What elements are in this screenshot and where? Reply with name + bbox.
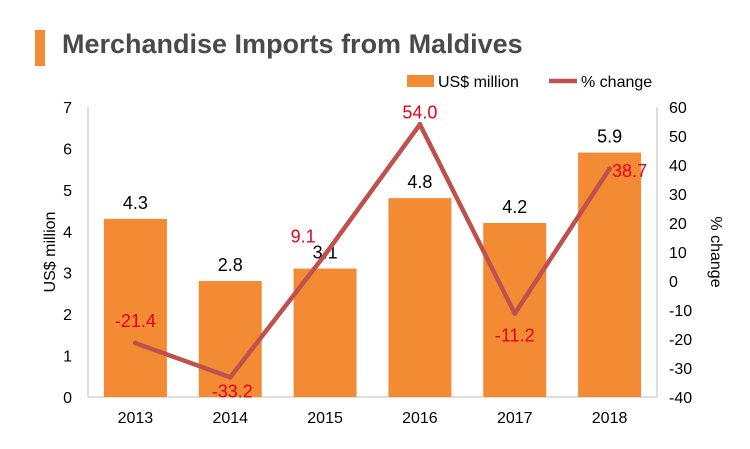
bar xyxy=(388,198,452,397)
x-tick-label: 2013 xyxy=(118,410,154,427)
y-axis-title: US$ million xyxy=(42,212,59,293)
line-value-label: 54.0 xyxy=(402,102,437,122)
y-tick-label: 1 xyxy=(63,349,72,366)
line-value-label: -21.4 xyxy=(115,311,156,331)
bar-value-label: 4.8 xyxy=(407,172,432,192)
bar-value-label: 4.2 xyxy=(502,197,527,217)
y-tick-label: 0 xyxy=(63,390,72,407)
y-tick-label: 4 xyxy=(63,224,72,241)
line-point xyxy=(417,121,423,127)
bar xyxy=(293,268,357,397)
y2-tick-label: 60 xyxy=(669,100,687,117)
bar-value-label: 2.8 xyxy=(218,255,243,275)
y2-tick-label: 40 xyxy=(669,158,687,175)
bar-value-label: 4.3 xyxy=(123,193,148,213)
x-tick-label: 2017 xyxy=(497,410,533,427)
title-accent-bar xyxy=(35,30,45,66)
legend-swatch-bars xyxy=(407,75,434,87)
y2-tick-label: -30 xyxy=(669,361,692,378)
bar xyxy=(578,152,642,397)
x-tick-label: 2016 xyxy=(402,410,438,427)
legend-label-bars: US$ million xyxy=(438,74,519,91)
y2-axis-title: % change xyxy=(707,216,724,287)
y-tick-label: 2 xyxy=(63,307,72,324)
y2-tick-label: 30 xyxy=(669,187,687,204)
x-tick-label: 2015 xyxy=(307,410,343,427)
bar-value-label: 5.9 xyxy=(597,127,622,147)
y2-tick-label: 10 xyxy=(669,245,687,262)
line-point xyxy=(227,374,233,380)
y2-tick-label: -20 xyxy=(669,332,692,349)
line-point xyxy=(607,166,613,172)
x-tick-label: 2014 xyxy=(212,410,248,427)
line-value-label: -11.2 xyxy=(495,325,535,345)
y-tick-label: 6 xyxy=(63,141,72,158)
bar xyxy=(103,218,167,397)
line-point xyxy=(512,310,518,316)
series-line xyxy=(134,122,612,380)
y-tick-label: 3 xyxy=(63,266,72,283)
y2-tick-label: 20 xyxy=(669,216,687,233)
y2-tick-label: -10 xyxy=(669,303,692,320)
y-tick-label: 5 xyxy=(63,183,72,200)
y-tick-label: 7 xyxy=(63,100,72,117)
legend-label-line: % change xyxy=(581,74,652,91)
chart-title: Merchandise Imports from Maldives xyxy=(62,29,523,59)
y2-tick-label: -40 xyxy=(669,390,692,407)
line-value-label: 38.7 xyxy=(612,161,647,181)
line-point xyxy=(132,340,138,346)
line-value-label: -33.2 xyxy=(212,381,253,401)
line-point xyxy=(322,252,328,258)
y2-tick-label: 0 xyxy=(669,274,678,291)
x-tick-label: 2018 xyxy=(592,410,628,427)
line-value-label: 9.1 xyxy=(291,227,316,247)
y2-tick-label: 50 xyxy=(669,129,687,146)
